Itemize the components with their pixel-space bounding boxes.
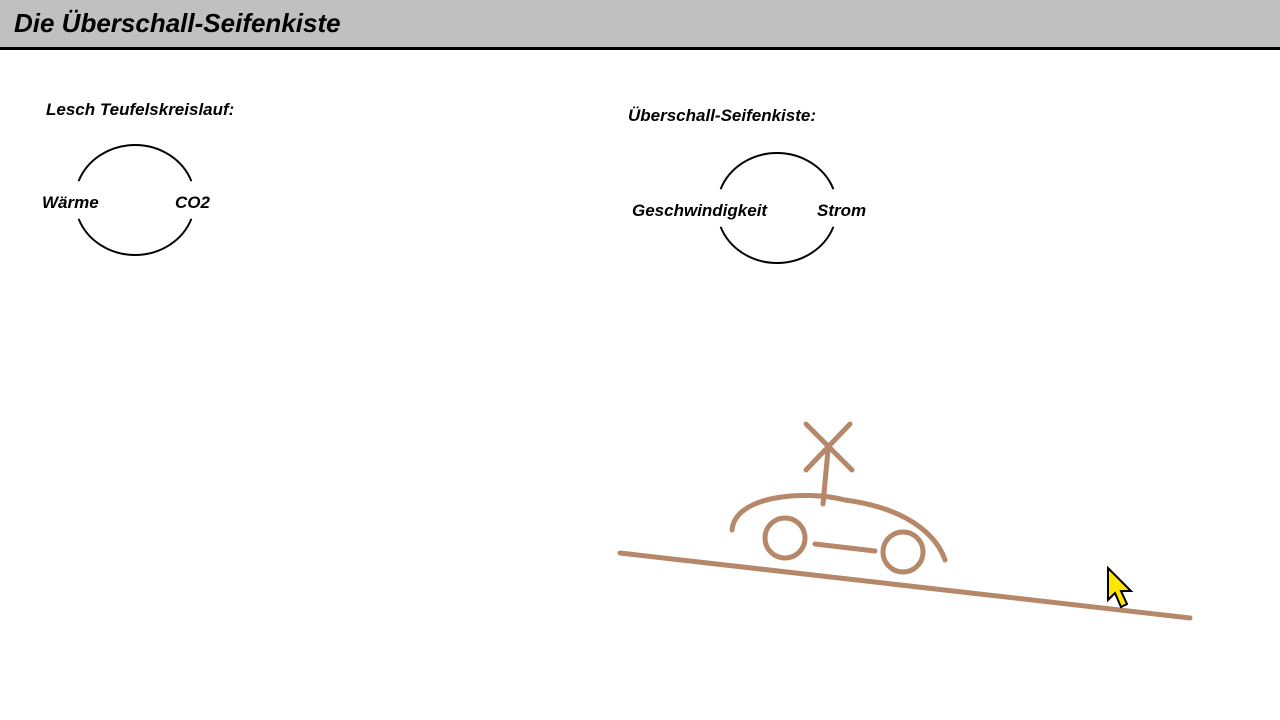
ground-line-icon xyxy=(620,553,1190,618)
car-body-icon xyxy=(732,495,945,560)
chassis-line-icon xyxy=(815,544,875,551)
cursor-icon xyxy=(1106,566,1146,616)
car-drawing xyxy=(0,0,1280,720)
content-area: Lesch Teufelskreislauf: Wärme CO2 Übersc… xyxy=(0,50,1280,720)
wheel-icon xyxy=(883,532,923,572)
wheel-icon xyxy=(765,518,805,558)
